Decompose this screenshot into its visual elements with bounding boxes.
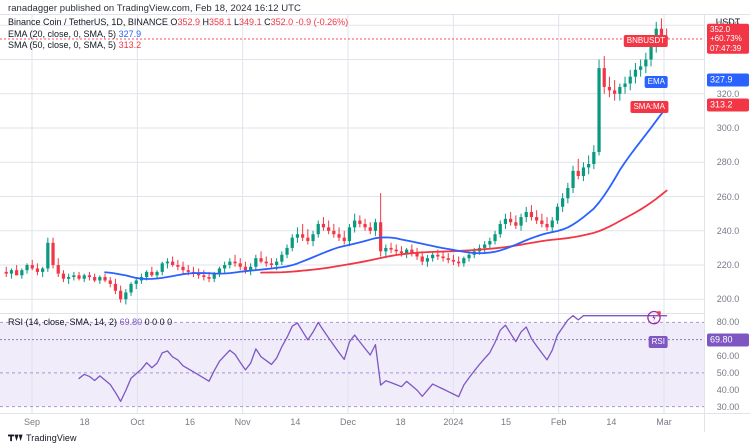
legend-sma-value: 313.2 <box>118 40 142 50</box>
tradingview-mark-icon <box>8 434 23 442</box>
rsi-tick: 50.00 <box>716 367 740 378</box>
price-tick: 280.0 <box>716 157 740 168</box>
time-axis[interactable]: Sep 18 Oct 16 Nov 14 Dec 18 2024 15 Feb 14 Mar <box>0 414 704 432</box>
time-tick-label: 14 <box>290 417 301 427</box>
rsi-badge-value: 69.80 <box>710 334 733 345</box>
time-tick-label: 15 <box>500 417 512 427</box>
rsi-legend-value: 69.80 <box>119 317 143 327</box>
rsi-legend-zeros: 0 0 0 0 <box>144 317 173 327</box>
legend-change: -0.9 (-0.26%) <box>295 17 349 27</box>
legend-low-value: 349.1 <box>239 17 262 27</box>
attribution-text: ranadagger published on TradingView.com,… <box>8 3 301 14</box>
sma-value-badge[interactable]: 313.2 <box>707 98 749 112</box>
rsi-tick: 40.00 <box>716 384 740 395</box>
rsi-tag: RSI <box>648 335 668 348</box>
last-price-tag-wrap: BNBUSDT <box>623 30 668 48</box>
legend-close-label: C <box>264 17 271 27</box>
price-pane[interactable]: Binance Coin / TetherUS, 1D, BINANCE O35… <box>0 15 704 313</box>
time-tick-label: Nov <box>234 417 251 427</box>
ema-tag: EMA <box>644 76 668 89</box>
ema-tag-wrap: EMA <box>644 71 668 89</box>
legend-high-value: 358.1 <box>208 17 232 27</box>
legend-ema-value: 327.9 <box>118 28 142 39</box>
time-tick-label: 16 <box>184 417 196 427</box>
ema-badge-value: 327.9 <box>710 74 733 85</box>
sma-tag-wrap: SMA:MA <box>630 96 668 114</box>
time-tick-label: 2024 <box>443 417 464 427</box>
time-tick-label: Sep <box>23 417 41 427</box>
legend-close-value: 352.0 <box>270 17 294 27</box>
time-tick-label: Dec <box>339 417 357 427</box>
last-price-badge[interactable]: 352.0 +60.73% 07:47:39 <box>707 23 749 55</box>
pane-divider[interactable] <box>0 313 704 314</box>
last-price-change: +60.73% <box>710 34 742 44</box>
rsi-plot <box>0 314 704 413</box>
legend-ema-title: EMA (20, close, 0, SMA, 5) <box>8 28 117 39</box>
ema-value-badge[interactable]: 327.9 <box>707 73 749 87</box>
legend-low-label: L <box>234 17 240 27</box>
sma-tag: SMA:MA <box>630 101 668 114</box>
tradingview-logo[interactable]: TradingView <box>8 433 77 443</box>
price-tick: 320.0 <box>716 88 740 99</box>
legend-symbol: Binance Coin / TetherUS, 1D, BINANCE <box>8 17 168 27</box>
time-tick-label: Feb <box>550 417 567 427</box>
legend-symbol-row: Binance Coin / TetherUS, 1D, BINANCE O35… <box>8 17 348 29</box>
legend-sma-title: SMA (50, close, 0, SMA, 5) <box>8 40 117 50</box>
time-tick-label: 18 <box>395 417 406 427</box>
legend-open-value: 352.9 <box>177 17 200 27</box>
rsi-legend[interactable]: RSI (14, close, SMA, 14, 2) 69.80 0 0 0 … <box>8 317 172 327</box>
tradingview-wordmark: TradingView <box>26 433 77 443</box>
price-tick: 260.0 <box>716 191 740 202</box>
rsi-tick: 60.00 <box>716 351 740 362</box>
price-tick: 220.0 <box>716 260 740 271</box>
time-tick-label: 18 <box>79 417 90 427</box>
price-legend: Binance Coin / TetherUS, 1D, BINANCE O35… <box>8 17 348 52</box>
time-tick-label: Mar <box>656 417 672 427</box>
legend-open-label: O <box>170 17 178 27</box>
rsi-value-badge[interactable]: 69.80 <box>707 333 749 347</box>
bar-countdown: 07:47:39 <box>710 43 742 53</box>
footer: TradingView <box>0 432 750 446</box>
rsi-tick: 80.00 <box>716 317 740 328</box>
rsi-legend-title: RSI (14, close, SMA, 14, 2) <box>8 317 118 327</box>
time-tick-label: Oct <box>130 417 145 427</box>
legend-sma-row[interactable]: SMA (50, close, 0, SMA, 5) 313.2 <box>8 40 348 52</box>
chart-frame: Binance Coin / TetherUS, 1D, BINANCE O35… <box>0 14 704 414</box>
symbol-tag: BNBUSDT <box>623 34 668 47</box>
price-tick: 240.0 <box>716 225 740 236</box>
price-plot <box>0 15 704 313</box>
axis-unit-label: USDT <box>715 17 741 27</box>
legend-high-label: H <box>202 17 209 27</box>
time-axis-corner <box>704 414 750 432</box>
price-tick: 300.0 <box>716 123 740 134</box>
price-tick: 200.0 <box>716 294 740 305</box>
rsi-pane[interactable]: RSI (14, close, SMA, 14, 2) 69.80 0 0 0 … <box>0 314 704 413</box>
sma-badge-value: 313.2 <box>710 99 733 110</box>
time-tick-label: 14 <box>606 417 617 427</box>
last-price-value: 352.0 <box>710 24 731 34</box>
rsi-tick: 30.00 <box>716 401 740 412</box>
alert-bolt-icon[interactable] <box>645 308 663 326</box>
price-axis[interactable]: USDT 360.0320.0300.0280.0260.0240.0220.0… <box>704 14 750 414</box>
rsi-tag-wrap: RSI <box>648 331 668 349</box>
legend-ema-row[interactable]: EMA (20, close, 0, SMA, 5) 327.9 <box>8 29 348 41</box>
